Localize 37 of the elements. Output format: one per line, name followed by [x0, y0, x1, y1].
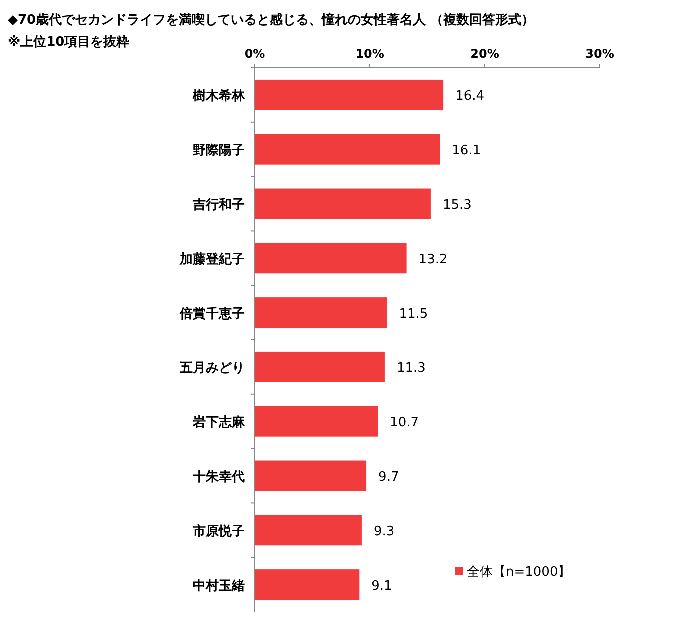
data-label: 16.4	[456, 89, 485, 104]
y-tick-label: 市原悦子	[192, 523, 245, 540]
data-label: 13.2	[418, 252, 448, 268]
data-label: 16.1	[452, 144, 482, 159]
y-tick-label: 岩下志麻	[192, 414, 246, 431]
chart-title: ◆70歳代でセカンドライフを満喫していると感じる、憧れの女性著名人 （複数回答形式）	[8, 12, 535, 28]
legend-label: 全体【n=1000】	[467, 565, 572, 580]
y-tick-label: 倍賞千恵子	[179, 306, 245, 322]
y-tick-label: 五月みどり	[179, 361, 245, 376]
x-tick-label: 0%	[244, 47, 266, 61]
x-tick-label: 20%	[470, 47, 500, 61]
text: ※上位10項目を抜粋	[8, 35, 130, 50]
data-label: 10.7	[390, 416, 420, 431]
bar	[255, 188, 431, 220]
bar	[255, 80, 444, 110]
bar	[255, 134, 440, 165]
data-label: 11.5	[399, 306, 428, 322]
data-label: 15.3	[442, 198, 472, 213]
bar	[255, 460, 367, 492]
y-tick-label: 野際陽子	[193, 144, 245, 159]
bar	[255, 406, 378, 437]
x-tick-label: 30%	[586, 47, 614, 61]
y-tick-label: 樹木希林	[192, 88, 246, 104]
bar	[255, 515, 362, 546]
y-tick-label: 十朱幸代	[192, 470, 245, 485]
bar	[255, 298, 388, 328]
data-label: 9.1	[372, 578, 392, 594]
bar	[255, 570, 360, 600]
y-tick-label: 中村玉緒	[193, 578, 245, 594]
x-tick-label: 10%	[356, 47, 384, 61]
y-tick-label: 吉行和子	[192, 197, 245, 213]
bar	[255, 352, 385, 382]
data-label: 9.7	[378, 470, 400, 485]
data-label: 9.3	[374, 524, 395, 540]
y-tick-label: 加藤登紀子	[179, 251, 245, 268]
data-label: 11.3	[396, 361, 426, 376]
bar	[255, 243, 407, 274]
